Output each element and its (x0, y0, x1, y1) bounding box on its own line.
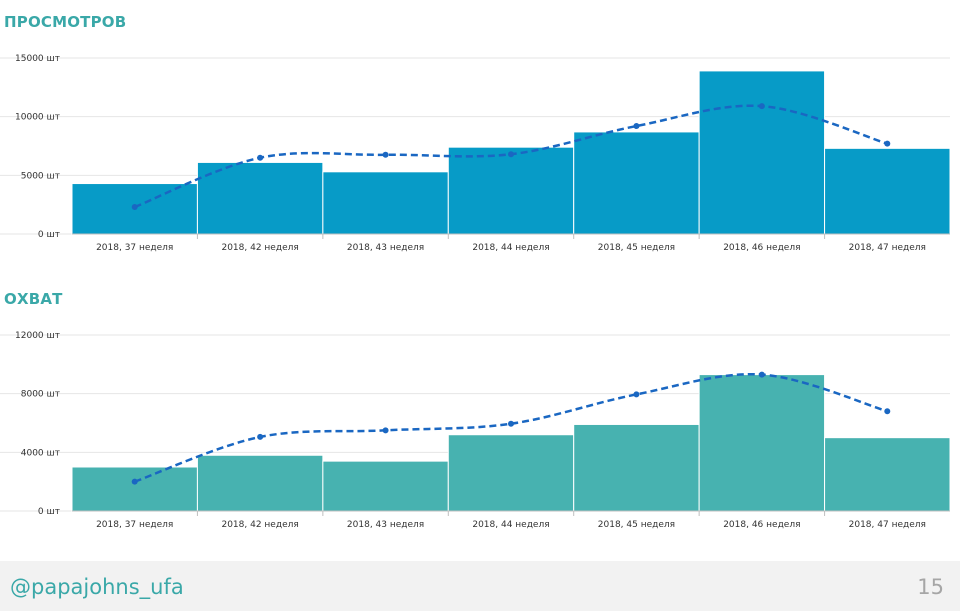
bar[interactable] (698, 374, 826, 512)
y-tick-label: 0 шт (38, 507, 60, 517)
bar[interactable] (447, 434, 575, 512)
y-tick-label: 12000 шт (15, 331, 60, 341)
y-tick-label: 8000 шт (21, 390, 60, 400)
bar[interactable] (573, 423, 700, 512)
trend-point[interactable] (633, 391, 640, 398)
bar[interactable] (71, 466, 198, 512)
trend-point[interactable] (508, 151, 514, 158)
reach-chart: 0 шт 4000 шт 8000 шт 12000 шт 2018, 37 недел… (0, 331, 951, 530)
trend-point[interactable] (257, 154, 264, 161)
bar[interactable] (196, 161, 324, 235)
y-tick-label: 5000 шт (21, 171, 60, 181)
x-tick-label: 2018, 37 неделя (96, 243, 173, 253)
y-tick-label: 10000 шт (15, 113, 60, 123)
bar[interactable] (573, 131, 700, 235)
bar[interactable] (698, 70, 826, 235)
trend-point[interactable] (758, 103, 765, 110)
bar[interactable] (322, 171, 449, 235)
x-tick-label: 2018, 47 неделя (849, 243, 926, 253)
x-tick-label: 2018, 46 неделя (723, 243, 800, 253)
bar[interactable] (824, 437, 951, 512)
y-tick-label: 4000 шт (21, 448, 60, 458)
bar[interactable] (824, 147, 951, 235)
chart-title-views: ПРОСМОТРОВ (4, 13, 127, 31)
trend-point[interactable] (382, 151, 389, 158)
bar[interactable] (447, 146, 575, 235)
x-tick-label: 2018, 37 неделя (96, 520, 173, 530)
x-tick-label: 2018, 46 неделя (723, 520, 800, 530)
x-tick-label: 2018, 47 неделя (849, 520, 926, 530)
trend-point[interactable] (508, 420, 514, 427)
footer-handle: @papajohns_ufa (10, 575, 184, 599)
bar[interactable] (196, 454, 324, 512)
chart-title-reach: ОХВАТ (4, 290, 63, 308)
trend-point[interactable] (257, 433, 264, 440)
x-tick-label: 2018, 43 неделя (347, 520, 424, 530)
x-tick-label: 2018, 42 неделя (221, 243, 298, 253)
y-tick-label: 15000 шт (15, 54, 60, 64)
x-tick-label: 2018, 42 неделя (221, 520, 298, 530)
bar[interactable] (322, 460, 449, 512)
trend-point[interactable] (131, 204, 138, 211)
x-tick-label: 2018, 45 неделя (598, 243, 675, 253)
page-number: 15 (917, 575, 944, 599)
trend-point[interactable] (884, 408, 891, 415)
views-chart: 0 шт 5000 шт 10000 шт 15000 шт 2018, 37 неде… (0, 54, 951, 253)
trend-point[interactable] (884, 140, 891, 147)
y-tick-label: 0 шт (38, 230, 60, 240)
x-tick-label: 2018, 44 неделя (472, 243, 549, 253)
footer: @papajohns_ufa 15 (0, 561, 960, 611)
x-tick-label: 2018, 43 неделя (347, 243, 424, 253)
x-tick-label: 2018, 45 неделя (598, 520, 675, 530)
trend-point[interactable] (633, 123, 640, 130)
trend-point[interactable] (131, 478, 138, 485)
trend-point[interactable] (382, 427, 389, 434)
trend-point[interactable] (758, 371, 765, 378)
x-tick-label: 2018, 44 неделя (472, 520, 549, 530)
